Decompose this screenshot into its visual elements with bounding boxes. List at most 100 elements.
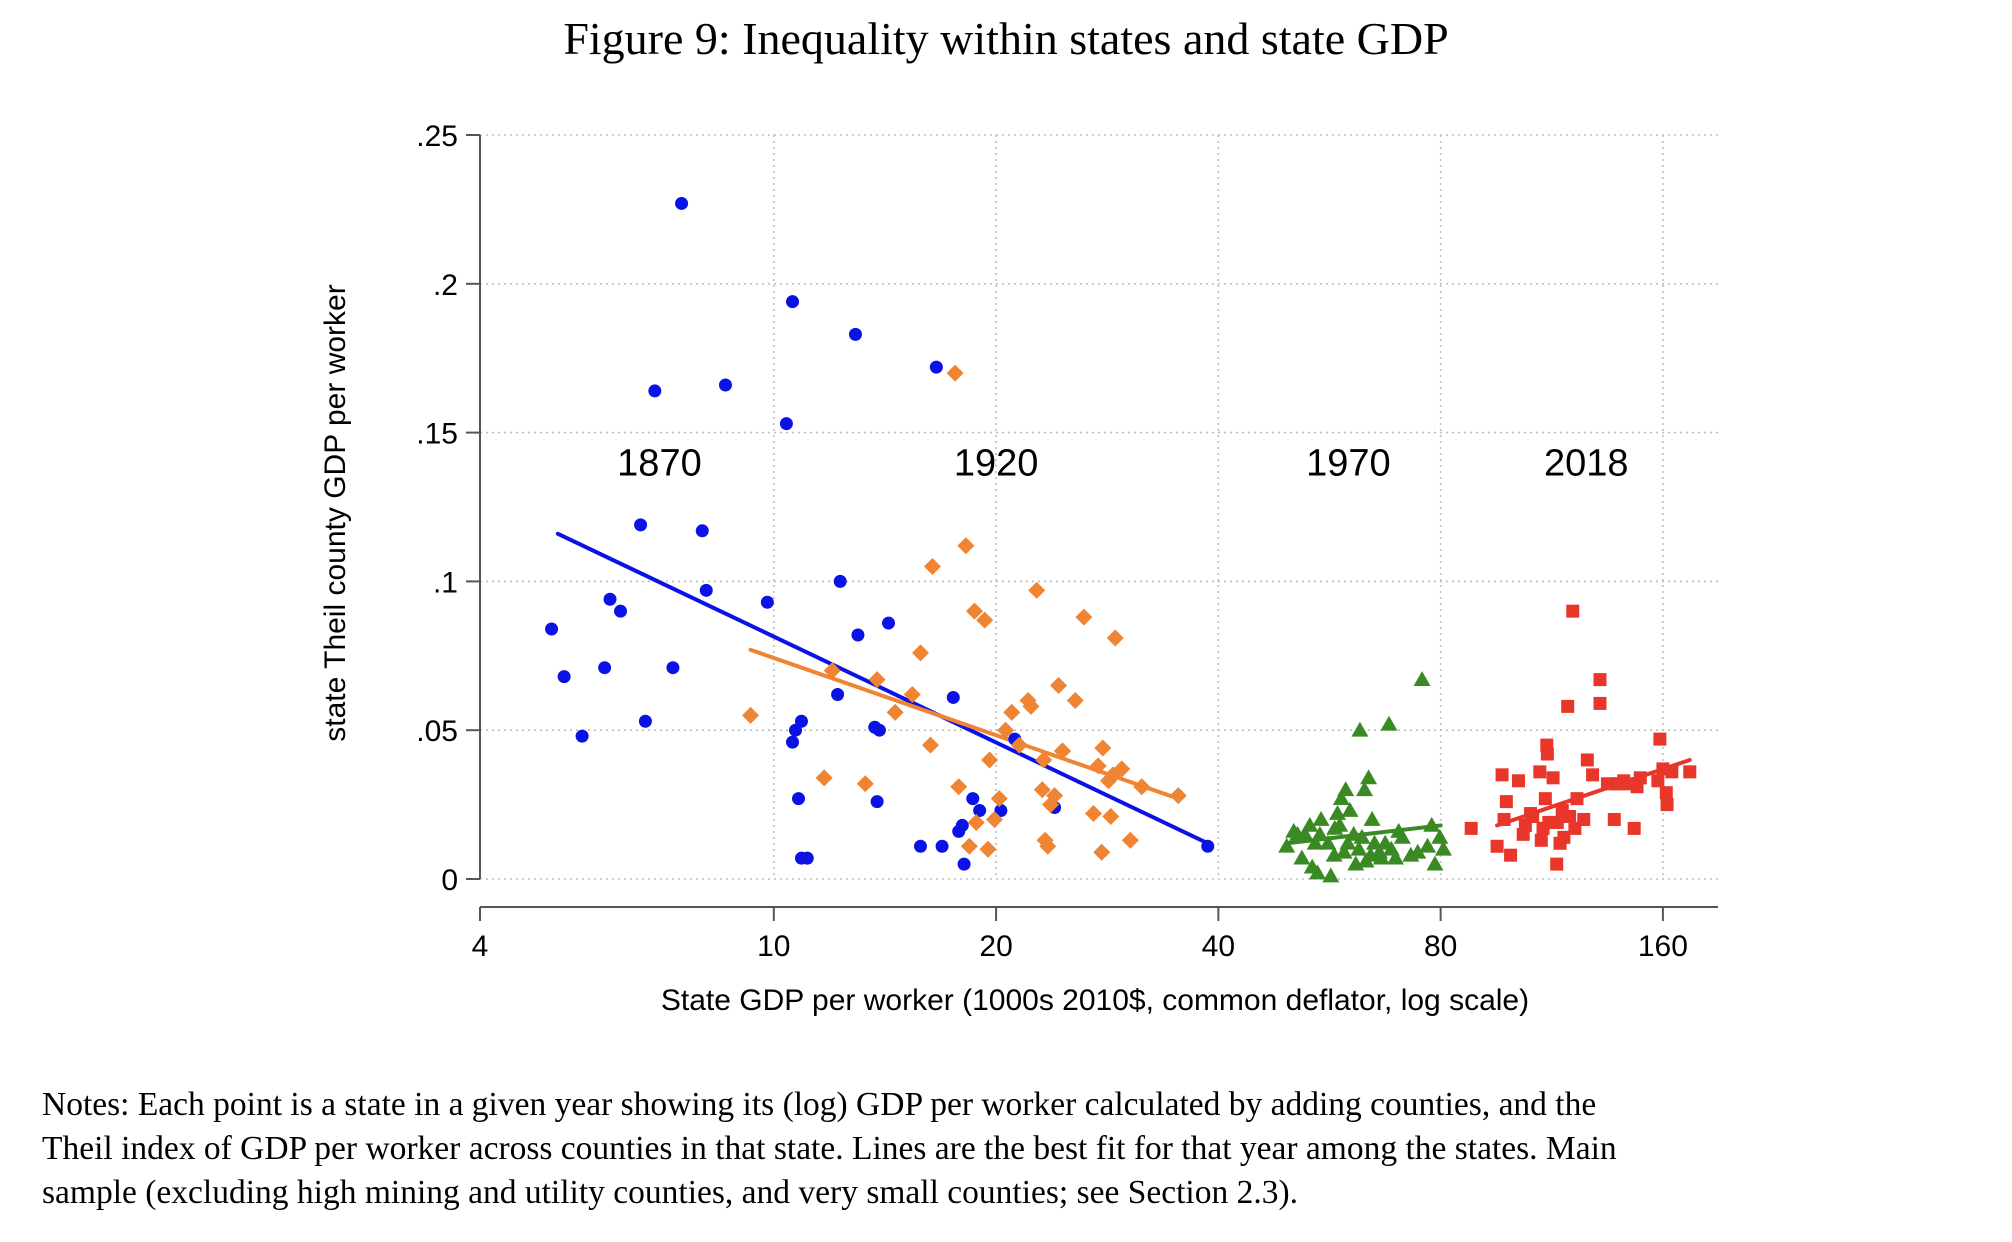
point-1970 — [1387, 849, 1405, 865]
x-tick-label: 4 — [472, 930, 489, 963]
point-1870 — [718, 378, 732, 392]
point-2018 — [1557, 830, 1571, 844]
fit-line-1870 — [555, 531, 1210, 846]
point-2018 — [1633, 771, 1647, 785]
notes-line: Theil index of GDP per worker across cou… — [42, 1130, 1617, 1167]
point-1970 — [1306, 834, 1324, 850]
point-1920 — [1053, 742, 1071, 760]
point-1970 — [1311, 825, 1329, 841]
point-1870 — [545, 622, 559, 636]
point-1870 — [973, 804, 987, 818]
x-tick-label: 10 — [757, 930, 790, 963]
point-1920 — [1121, 831, 1139, 849]
point-1920 — [976, 611, 994, 629]
point-1920 — [1046, 787, 1064, 805]
point-1970 — [1419, 837, 1437, 853]
point-1920 — [1093, 843, 1111, 861]
point-1970 — [1309, 864, 1327, 880]
point-1870 — [786, 295, 800, 309]
point-1970 — [1353, 828, 1371, 844]
point-1870 — [833, 574, 847, 588]
point-1920 — [1094, 739, 1112, 757]
point-1870 — [575, 729, 589, 743]
point-1870 — [929, 360, 943, 374]
point-1920 — [923, 558, 941, 576]
point-1870 — [786, 735, 800, 749]
point-2018 — [1538, 792, 1552, 806]
point-2018 — [1660, 798, 1674, 812]
point-1870 — [638, 714, 652, 728]
y-tick-label: .1 — [433, 566, 458, 599]
point-1970 — [1434, 840, 1452, 856]
point-1870 — [957, 857, 971, 871]
point-1970 — [1360, 769, 1378, 785]
point-2018 — [1464, 821, 1478, 835]
point-2018 — [1540, 747, 1554, 761]
point-1870 — [648, 384, 662, 398]
point-1970 — [1331, 816, 1349, 832]
point-1870 — [598, 661, 612, 675]
x-tick-label: 80 — [1424, 930, 1457, 963]
point-1870 — [935, 839, 949, 853]
point-2018 — [1627, 821, 1641, 835]
point-1870 — [882, 616, 896, 630]
point-1920 — [967, 813, 985, 831]
point-1870 — [779, 417, 793, 431]
point-1870 — [848, 327, 862, 341]
point-2018 — [1550, 815, 1564, 829]
point-1920 — [946, 364, 964, 382]
year-label-2018: 2018 — [1544, 442, 1629, 484]
point-1870 — [634, 518, 648, 532]
y-tick-label: .05 — [416, 715, 458, 748]
point-1920 — [966, 602, 984, 620]
year-labels: 1870 1920 1970 2018 — [617, 442, 1628, 484]
axes: 0 .05 .1 .15 .2 .25 4 10 20 40 80 160 — [416, 120, 1718, 963]
notes-line: Notes: Each point is a state in a given … — [42, 1086, 1597, 1123]
fit-lines — [555, 531, 1692, 846]
point-1870 — [994, 804, 1008, 818]
y-axis-title: state Theil county GDP per worker — [319, 284, 352, 741]
point-2018 — [1580, 753, 1594, 767]
point-1920 — [921, 736, 939, 754]
point-2018 — [1570, 792, 1584, 806]
point-1870 — [1201, 839, 1215, 853]
point-2018 — [1534, 833, 1548, 847]
point-2018 — [1563, 810, 1577, 824]
point-1870 — [946, 690, 960, 704]
point-1970 — [1350, 840, 1368, 856]
point-1870 — [614, 604, 628, 618]
point-1870 — [699, 583, 713, 597]
point-1920 — [979, 840, 997, 858]
point-2018 — [1497, 812, 1511, 826]
point-1920 — [1085, 805, 1103, 823]
point-2018 — [1546, 771, 1560, 785]
point-1970 — [1423, 816, 1441, 832]
point-1970 — [1363, 810, 1381, 826]
data-points — [545, 196, 1697, 883]
point-1920 — [815, 769, 833, 787]
point-1920 — [1039, 837, 1057, 855]
point-1970 — [1322, 867, 1340, 883]
point-1970 — [1372, 849, 1390, 865]
y-tick-label: .15 — [416, 418, 458, 451]
point-1920 — [1106, 629, 1124, 647]
point-1920 — [886, 703, 904, 721]
point-1870 — [792, 792, 806, 806]
y-tick-label: 0 — [441, 864, 458, 897]
point-1970 — [1319, 834, 1337, 850]
point-2018 — [1651, 774, 1665, 788]
x-tick-label: 160 — [1638, 930, 1688, 963]
point-1870 — [966, 792, 980, 806]
point-1920 — [742, 706, 760, 724]
point-1920 — [1133, 778, 1151, 796]
point-1920 — [1066, 691, 1084, 709]
y-tick-label: .2 — [433, 269, 458, 302]
point-1970 — [1431, 828, 1449, 844]
year-label-1920: 1920 — [954, 442, 1039, 484]
point-1970 — [1413, 671, 1431, 686]
point-1920 — [912, 644, 930, 662]
point-1920 — [950, 778, 968, 796]
point-1920 — [1089, 757, 1107, 775]
point-2018 — [1586, 768, 1600, 782]
point-1970 — [1329, 805, 1347, 820]
